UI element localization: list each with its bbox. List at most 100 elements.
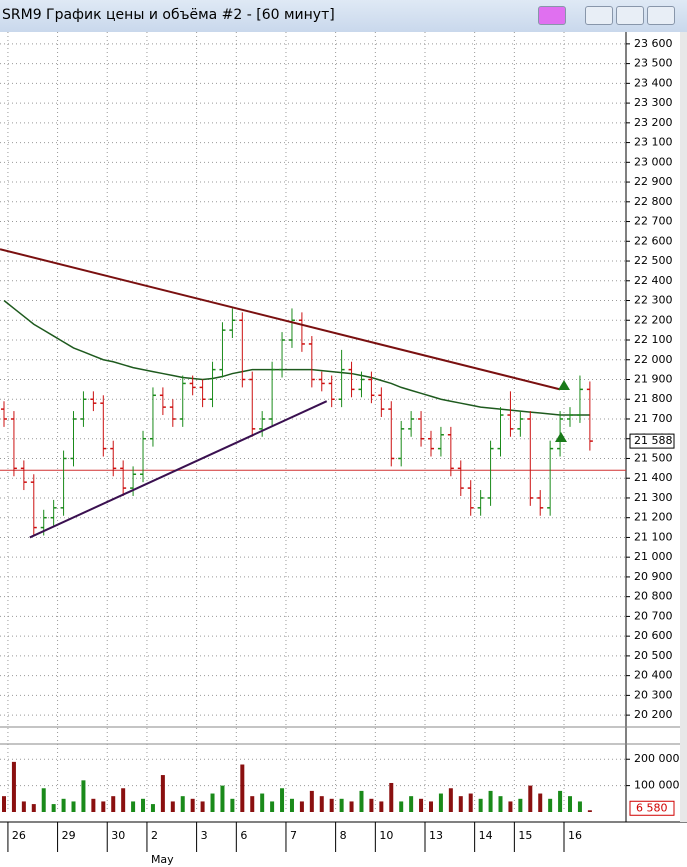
volume-bar [568,796,573,812]
y-tick-label: 23 600 [634,37,673,50]
volume-bar [428,801,433,812]
x-tick-label: 7 [290,829,297,842]
y-tick-label: 22 200 [634,313,673,326]
y-tick-label: 21 200 [634,511,673,524]
volume-bar [91,798,96,812]
volume-bar [190,798,195,812]
x-tick-label: 2 [151,829,158,842]
y-tick-label: 21 400 [634,471,673,484]
volume-bar [131,801,136,812]
volume-bar [280,788,285,812]
volume-bar [399,801,404,812]
y-tick-label: 20 800 [634,590,673,603]
volume-bar [577,801,582,812]
last-price-box [629,433,675,449]
volume-bar [160,775,165,812]
moving-average [3,299,590,416]
month-label: May [151,853,174,866]
volume-bar [299,801,304,812]
y-tick-label: 20 600 [634,629,673,642]
y-tick-label: 22 300 [634,294,673,307]
maximize-button[interactable] [616,6,644,25]
y-tick-label: 23 400 [634,76,673,89]
y-tick-label: 22 500 [634,254,673,267]
x-tick-label: 29 [62,829,76,842]
volume-bar [180,796,185,812]
volume-bar [71,801,76,812]
close-button[interactable] [647,6,675,25]
y-tick-label: 21 900 [634,372,673,385]
minimize-button[interactable] [585,6,613,25]
chart: 20 200 20 300 20 400 20 500 20 600 20 700 20 8… [0,32,687,867]
volume-bar [101,801,106,812]
volume-bar [488,790,493,812]
volume-bar [468,793,473,812]
y-tick-label: 21 700 [634,412,673,425]
last-volume-label: 6 580 [636,801,668,814]
trendline [0,248,561,391]
y2-tick-label: 100 000 [634,779,680,792]
x-tick-label: 16 [568,829,582,842]
volume-bar [448,788,453,812]
volume-bar [11,761,16,812]
y-tick-label: 22 700 [634,215,673,228]
trendline [29,400,328,539]
last-price-label: 21 588 [634,434,673,447]
y2-tick-label: 200 000 [634,752,680,765]
volume-bar [230,798,235,812]
volume-bar [150,804,155,812]
signal-arrow [558,380,570,390]
y-tick-label: 20 200 [634,708,673,721]
volume-bar [289,798,294,812]
background [0,32,687,867]
volume-bar [339,798,344,812]
volume-bar [319,796,324,812]
volume-bar [379,801,384,812]
y-tick-label: 23 200 [634,116,673,129]
volume-bar [587,810,592,812]
volume-bar [51,804,56,812]
last-volume-box [629,800,675,816]
volume-bar [409,796,414,812]
volume-bar [250,796,255,812]
volume-bar [518,798,523,812]
y-tick-label: 22 600 [634,234,673,247]
volume-bar [61,798,66,812]
y-tick-label: 21 000 [634,550,673,563]
volume-bar [170,801,175,812]
y-tick-label: 20 900 [634,570,673,583]
y-tick-label: 22 800 [634,195,673,208]
volume-bar [458,796,463,812]
volume-bar [260,793,265,812]
pin-button[interactable] [538,6,566,25]
y-tick-label: 21 100 [634,530,673,543]
x-tick-label: 14 [479,829,493,842]
y-tick-label: 22 400 [634,274,673,287]
volume-bar [200,801,205,812]
y-tick-label: 23 500 [634,57,673,70]
volume-bar [359,790,364,812]
volume-bar [508,801,513,812]
volume-bar [121,788,126,812]
volume-bar [111,796,116,812]
volume-bar [81,780,86,812]
x-tick-label: 30 [111,829,125,842]
y-tick-label: 23 300 [634,96,673,109]
volume-bar [478,798,483,812]
signal-arrow [555,432,567,442]
x-tick-label: 10 [379,829,393,842]
volume-bar [2,796,6,812]
x-tick-label: 8 [340,829,347,842]
volume-bar [528,785,533,812]
window-title: SRM9 График цены и объёма #2 - [60 минут… [2,7,335,23]
volume-bar [220,785,225,812]
y-tick-label: 20 700 [634,609,673,622]
y-tick-label: 23 000 [634,155,673,168]
volume-bar [498,796,503,812]
x-tick-label: 26 [12,829,26,842]
volume-bar [270,801,275,812]
volume-bar [329,798,334,812]
y-tick-label: 22 900 [634,175,673,188]
volume-bar [21,801,26,812]
